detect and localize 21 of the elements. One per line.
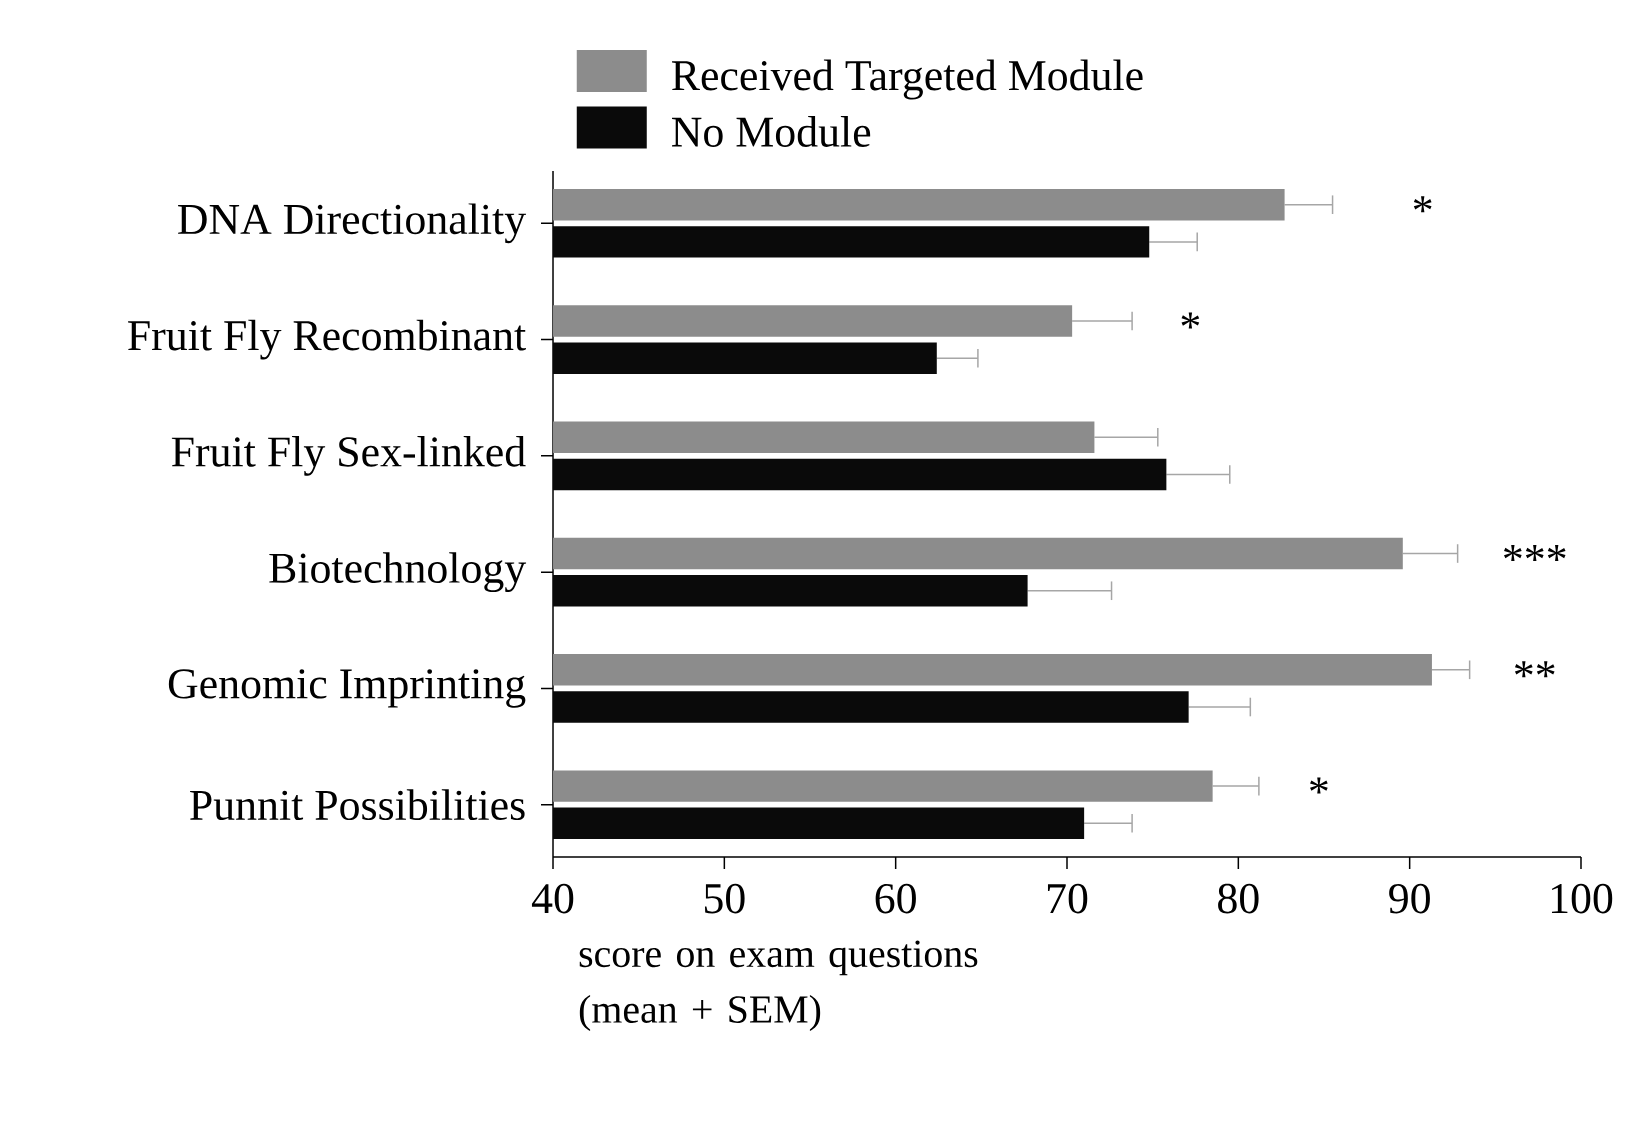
y-tick-label: DNA Directionality: [178, 203, 527, 244]
legend-label: No Module: [672, 116, 871, 147]
x-axis-title: score on exam questions (mean + SEM): [579, 940, 978, 1032]
x-tick-label: 50: [704, 883, 745, 914]
x-tick-label: 100: [1551, 883, 1613, 914]
y-tick-label: Genomic Imprinting: [168, 669, 526, 708]
legend-label: Received Targeted Module: [672, 59, 1143, 100]
x-tick-label: 40: [531, 883, 574, 914]
x-tick-label: 90: [1389, 883, 1430, 914]
annotation: ***: [1504, 544, 1566, 562]
x-tick-label: 70: [1047, 883, 1088, 914]
y-tick-label: Biotechnology: [269, 552, 527, 593]
x-tick-label: 60: [875, 883, 916, 914]
y-tick-label: Fruit Fly Sex-linked: [171, 435, 526, 476]
annotation: *: [1181, 312, 1200, 329]
y-tick-label: Punnit Possibilities: [190, 789, 525, 821]
annotation: **: [1514, 661, 1555, 678]
annotation: *: [1310, 777, 1328, 794]
y-tick-label: Fruit Fly Recombinant: [128, 319, 526, 360]
annotation: *: [1413, 196, 1432, 213]
x-tick-label: 80: [1218, 883, 1259, 914]
